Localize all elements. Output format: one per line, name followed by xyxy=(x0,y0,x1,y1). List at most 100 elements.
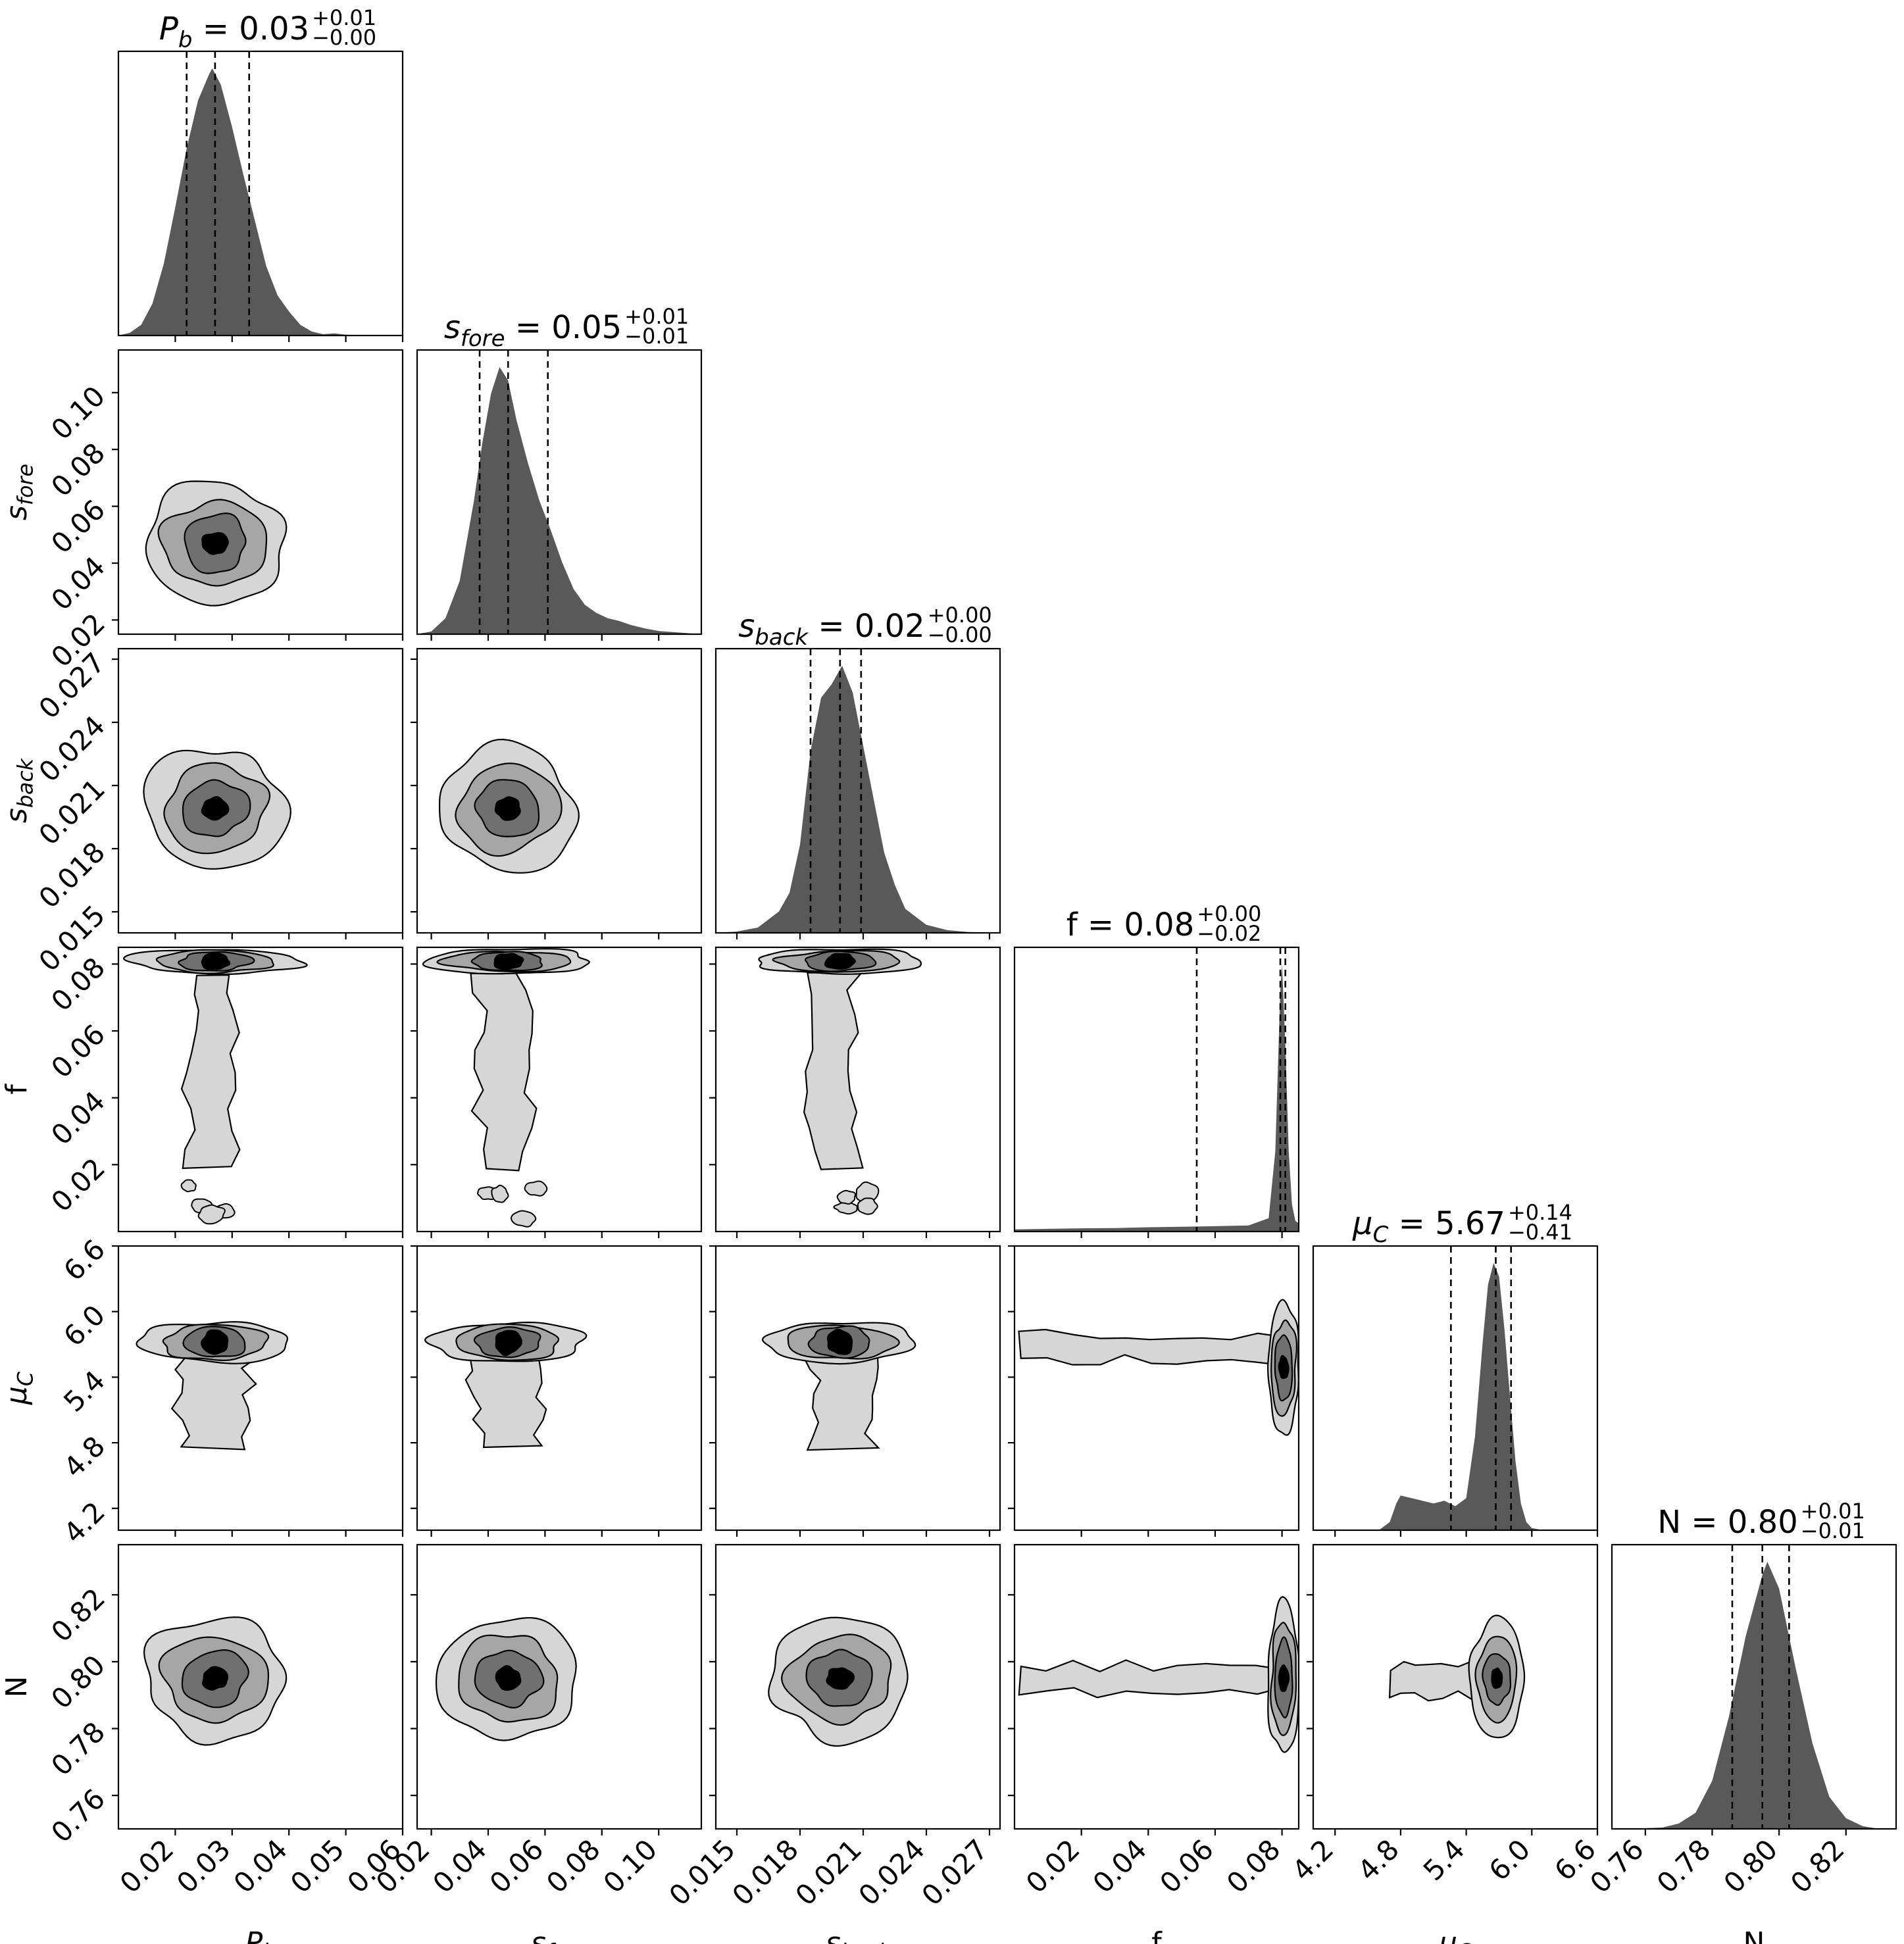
panel-N-vs-f-contour-4 xyxy=(1278,1664,1290,1692)
svg-text:sback = 0.02: sback = 0.02 xyxy=(738,608,924,651)
svg-text:+0.01: +0.01 xyxy=(1801,1499,1865,1524)
svg-text:sfore = 0.05: sfore = 0.05 xyxy=(444,309,622,352)
svg-text:+0.14: +0.14 xyxy=(1508,1200,1572,1225)
panel-N-sback xyxy=(768,1616,909,1747)
y-tick-label-sfore: 0.06 xyxy=(45,493,111,560)
y-tick-label-f: 0.02 xyxy=(45,1152,111,1218)
x-tick-label-sback: 0.015 xyxy=(663,1833,741,1912)
y-tick-label-N: 0.80 xyxy=(45,1649,111,1715)
panel-muC-vs-sfore-contour-4 xyxy=(495,1330,522,1357)
x-tick-label-Pb: 0.04 xyxy=(227,1833,293,1899)
panel-frame xyxy=(416,1245,703,1532)
panel-N-Pb xyxy=(143,1616,288,1746)
panel-muC-Pb xyxy=(136,1321,289,1451)
y-axis-label-sback: sback xyxy=(0,757,38,823)
panel-frame xyxy=(117,349,404,636)
svg-text:μC = 5.67: μC = 5.67 xyxy=(1352,1205,1505,1248)
svg-text:−0.01: −0.01 xyxy=(624,324,689,349)
panel-frame xyxy=(714,1543,1001,1830)
histogram-N xyxy=(1628,1561,1880,1829)
panel-muC-muC xyxy=(1378,1246,1543,1530)
panel-f-f xyxy=(1015,947,1299,1232)
svg-text:−0.01: −0.01 xyxy=(1801,1518,1865,1543)
panel-f-vs-sfore-island xyxy=(524,1180,548,1197)
svg-text:+0.01: +0.01 xyxy=(624,304,689,329)
panel-sfore-vs-Pb-contour-4 xyxy=(201,532,229,555)
panel-muC-vs-f-band xyxy=(1018,1328,1284,1366)
panel-frame xyxy=(117,1245,404,1532)
title-sfore: sfore = 0.05 +0.01−0.01 xyxy=(444,304,689,352)
panel-f-vs-sback-contour-4 xyxy=(824,953,856,970)
panel-frame xyxy=(1312,1543,1599,1830)
x-tick-label-sfore: 0.10 xyxy=(597,1833,663,1899)
panel-f-vs-sback-island xyxy=(833,1201,858,1215)
panel-frame xyxy=(117,50,404,337)
x-tick-label-Pb: 0.02 xyxy=(114,1833,180,1899)
x-axis-label-f: f xyxy=(1151,1926,1163,1944)
panel-sback-vs-sfore-contour-4 xyxy=(494,796,521,821)
panel-f-vs-sfore-island xyxy=(510,1210,537,1228)
x-axis-label-sback: sback xyxy=(826,1926,891,1944)
y-tick-label-f: 0.04 xyxy=(45,1085,111,1151)
panel-frame xyxy=(1013,1543,1300,1830)
x-axis-label-sfore: sfore xyxy=(531,1926,588,1944)
y-tick-label-sfore: 0.04 xyxy=(45,550,111,616)
histogram-muC xyxy=(1378,1262,1543,1530)
panel-f-vs-sfore-tail xyxy=(470,972,538,1172)
x-tick-label-N: 0.80 xyxy=(1717,1833,1784,1899)
x-tick-label-sfore: 0.06 xyxy=(484,1833,550,1899)
panel-frame xyxy=(117,946,404,1233)
y-tick-label-N: 0.78 xyxy=(45,1716,111,1782)
panel-f-sback xyxy=(758,948,922,1215)
x-axis-label-muC: μC xyxy=(1438,1926,1472,1944)
x-tick-label-N: 0.82 xyxy=(1784,1833,1851,1899)
x-tick-label-sback: 0.021 xyxy=(789,1833,868,1912)
x-tick-label-muC: 4.2 xyxy=(1286,1833,1340,1887)
panel-frame xyxy=(117,647,404,934)
y-tick-label-N: 0.82 xyxy=(45,1582,111,1649)
panel-f-vs-Pb-contour-4 xyxy=(201,952,231,970)
x-axis-label-N: N xyxy=(1743,1926,1765,1944)
panel-f-vs-sfore-island xyxy=(491,1184,509,1203)
x-tick-label-muC: 4.8 xyxy=(1351,1833,1405,1887)
x-tick-label-muC: 6.0 xyxy=(1482,1833,1536,1887)
panel-Pb-Pb xyxy=(118,51,403,336)
y-axis-label-muC: μC xyxy=(0,1372,38,1405)
panel-f-sfore xyxy=(422,948,590,1228)
panel-sback-sback xyxy=(716,649,1000,933)
panel-sback-sfore xyxy=(439,738,580,874)
svg-text:Pb = 0.03: Pb = 0.03 xyxy=(159,11,309,53)
svg-text:+0.00: +0.00 xyxy=(928,603,992,628)
x-tick-label-sfore: 0.08 xyxy=(540,1833,607,1899)
panel-frame xyxy=(416,946,703,1233)
panel-frame xyxy=(1611,1543,1897,1830)
panel-N-muC xyxy=(1388,1614,1526,1739)
panel-frame xyxy=(1312,1245,1599,1532)
y-tick-label-sback: 0.021 xyxy=(32,772,111,851)
x-tick-label-Pb: 0.03 xyxy=(170,1833,237,1899)
panel-frame xyxy=(416,349,703,636)
y-axis-label-N: N xyxy=(0,1676,34,1698)
svg-text:−0.02: −0.02 xyxy=(1197,921,1261,946)
panel-frame xyxy=(1013,946,1300,1233)
panel-muC-sback xyxy=(761,1322,916,1451)
histogram-f xyxy=(1015,964,1299,1232)
title-f: f = 0.08 +0.00−0.02 xyxy=(1066,901,1262,946)
panel-N-N xyxy=(1628,1545,1880,1829)
panel-muC-vs-sback-contour-4 xyxy=(827,1328,853,1355)
panel-N-sfore xyxy=(435,1617,577,1741)
x-tick-label-sfore: 0.04 xyxy=(426,1833,493,1899)
panel-muC-vs-sback-tail xyxy=(799,1340,880,1451)
panel-f-vs-sback-island xyxy=(836,1189,856,1205)
y-tick-label-f: 0.06 xyxy=(45,1018,111,1084)
panel-N-vs-sfore-contour-4 xyxy=(495,1665,522,1691)
panel-frame xyxy=(714,1245,1001,1532)
histogram-sfore xyxy=(417,366,701,634)
svg-text:+0.01: +0.01 xyxy=(312,5,376,30)
y-tick-label-sback: 0.024 xyxy=(32,709,111,788)
y-axis-label-f: f xyxy=(0,1084,34,1095)
panel-N-f xyxy=(1018,1596,1299,1753)
histogram-Pb xyxy=(118,68,403,336)
y-tick-label-sback: 0.018 xyxy=(32,835,111,914)
